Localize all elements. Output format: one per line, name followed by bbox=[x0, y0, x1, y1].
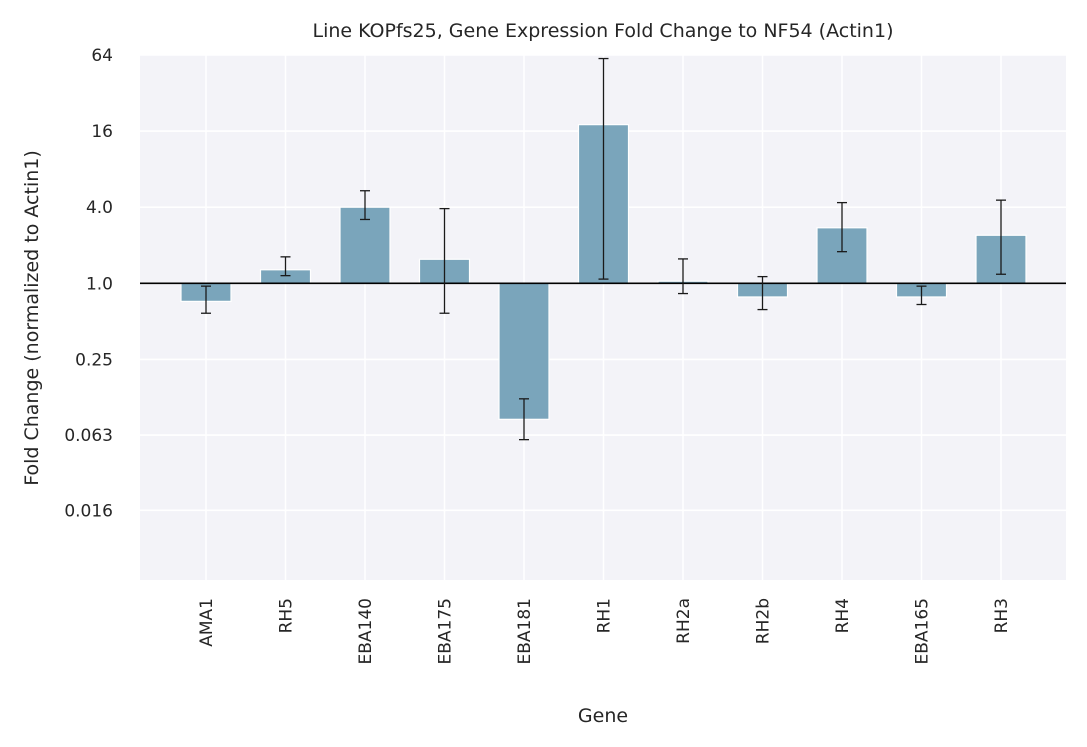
error-bar-rh2b bbox=[757, 275, 768, 311]
x-tick-label-rh1: RH1 bbox=[595, 598, 615, 633]
y-tick-label: 16 bbox=[91, 122, 113, 142]
error-bar-rh1 bbox=[598, 57, 609, 280]
x-tick-label-eba181: EBA181 bbox=[515, 598, 535, 664]
x-tick-labels: AMA1 RH5 EBA140 EBA175 EBA181 RH1 RH2a RH2b RH4 E… bbox=[197, 598, 1012, 664]
x-tick-label-rh3: RH3 bbox=[992, 598, 1012, 633]
bar-rh4 bbox=[816, 227, 868, 284]
x-tick-label-eba165: EBA165 bbox=[913, 598, 933, 664]
y-tick-label: 4.0 bbox=[86, 198, 113, 218]
x-tick-label-rh4: RH4 bbox=[833, 598, 853, 633]
error-bar-eba140 bbox=[360, 190, 370, 221]
error-bar-eba175 bbox=[439, 207, 450, 314]
y-tick-label: 64 bbox=[91, 46, 113, 66]
x-tick-label-eba175: EBA175 bbox=[436, 598, 456, 664]
y-tick-label: 0.25 bbox=[75, 350, 113, 370]
y-tick-label: 1.0 bbox=[86, 274, 113, 294]
x-axis-label: Gene bbox=[578, 705, 628, 727]
error-bar-rh4 bbox=[837, 201, 847, 253]
error-bar-eba181 bbox=[519, 398, 529, 441]
y-tick-labels: 0.016 0.063 0.25 1.0 4.0 16 64 bbox=[64, 46, 113, 521]
x-tick-label-rh2b: RH2b bbox=[754, 598, 774, 644]
error-bar-eba165 bbox=[916, 285, 927, 306]
x-tick-label-ama1: AMA1 bbox=[197, 598, 217, 647]
y-tick-label: 0.063 bbox=[64, 426, 113, 446]
error-bar-rh5 bbox=[280, 256, 291, 277]
x-tick-label-rh2a: RH2a bbox=[674, 598, 694, 644]
error-bar-ama1 bbox=[201, 285, 211, 314]
chart-title: Line KOPfs25, Gene Expression Fold Chang… bbox=[313, 20, 894, 42]
x-tick-label-eba140: EBA140 bbox=[356, 598, 376, 664]
x-tick-label-rh5: RH5 bbox=[277, 598, 297, 633]
error-bar-rh2a bbox=[678, 258, 688, 295]
grid bbox=[140, 54, 1066, 580]
y-axis-label: Fold Change (normalized to Actin1) bbox=[21, 150, 43, 486]
error-bar-rh3 bbox=[996, 199, 1006, 275]
error-bars bbox=[201, 57, 1006, 441]
y-tick-label: 0.016 bbox=[64, 501, 113, 521]
bar-eba181 bbox=[498, 282, 550, 420]
